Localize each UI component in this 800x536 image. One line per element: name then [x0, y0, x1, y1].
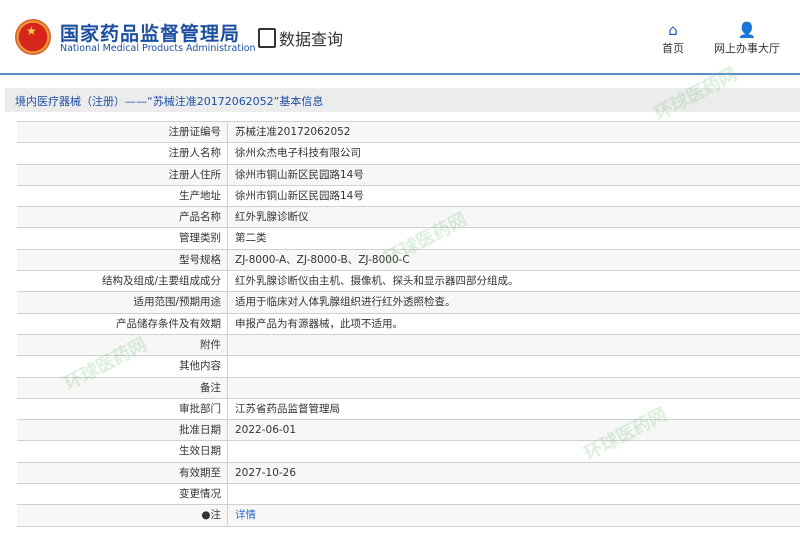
row-label: 注册证编号 [17, 122, 228, 143]
table-row: 适用范围/预期用途 适用于临床对人体乳腺组织进行红外透照检查。 [17, 292, 800, 314]
row-value: 红外乳腺诊断仪由主机、摄像机、探头和显示器四部分组成。 [235, 275, 519, 288]
table-row: 变更情况 [17, 484, 800, 506]
row-label: ●注 [17, 505, 228, 526]
table-row: 型号规格 ZJ-8000-A、ZJ-8000-B、ZJ-8000-C [17, 249, 800, 272]
row-label: 管理类别 [17, 228, 228, 249]
site-title[interactable]: 国家药品监督管理局 [60, 23, 241, 45]
table-row: 注册人住所 徐州市铜山新区民园路14号 [17, 164, 800, 186]
site-header: 国家药品监督管理局 National Medical Products Admi… [0, 0, 800, 75]
table-row: 产品储存条件及有效期 申报产品为有源器械，此项不适用。 [17, 313, 800, 335]
row-value [228, 484, 235, 504]
row-label: 结构及组成/主要组成成分 [17, 271, 228, 292]
row-label: 产品储存条件及有效期 [17, 313, 228, 334]
row-label: 变更情况 [17, 484, 228, 505]
row-value: 红外乳腺诊断仪 [235, 211, 309, 224]
table-row: 生效日期 [17, 441, 800, 463]
table-row: 产品名称 红外乳腺诊断仪 [17, 207, 800, 229]
breadcrumb-text: 境内医疗器械（注册）——“苏械注准20172062052”基本信息 [15, 95, 324, 108]
nav-home-label: 首页 [662, 42, 684, 55]
row-label: 产品名称 [17, 207, 228, 228]
nav-online-service-hall[interactable]: 👤 网上办事大厅 [714, 22, 780, 56]
document-search-icon [258, 28, 276, 48]
info-table: 注册证编号 苏械注准20172062052 注册人名称 徐州众杰电子科技有限公司 注册人… [17, 121, 800, 527]
national-emblem-logo [15, 19, 51, 55]
row-value: 第二类 [235, 232, 267, 245]
row-value: 适用于临床对人体乳腺组织进行红外透照检查。 [235, 296, 456, 309]
row-value [228, 356, 235, 376]
row-value: 江苏省药品监督管理局 [235, 402, 340, 415]
row-label: 批准日期 [17, 420, 228, 441]
breadcrumb: 境内医疗器械（注册）——“苏械注准20172062052”基本信息 [5, 88, 800, 112]
nav-service-label: 网上办事大厅 [714, 42, 780, 55]
site-subtitle: National Medical Products Administration [60, 43, 256, 54]
table-row: 注册人名称 徐州众杰电子科技有限公司 [17, 143, 800, 165]
table-row: 其他内容 [17, 356, 800, 378]
table-row: ●注 详情 [17, 505, 800, 527]
row-label: 型号规格 [17, 249, 228, 271]
table-row: 注册证编号 苏械注准20172062052 [17, 122, 800, 144]
data-query-label: 数据查询 [279, 30, 344, 49]
row-value: 申报产品为有源器械，此项不适用。 [235, 317, 403, 330]
row-label: 适用范围/预期用途 [17, 292, 228, 313]
table-row: 管理类别 第二类 [17, 228, 800, 250]
row-value: 徐州众杰电子科技有限公司 [235, 147, 361, 160]
row-label: 其他内容 [17, 356, 228, 377]
row-value: ZJ-8000-A、ZJ-8000-B、ZJ-8000-C [235, 253, 410, 266]
row-value: 徐州市铜山新区民园路14号 [235, 168, 364, 181]
row-label: 附件 [17, 334, 228, 356]
row-label: 生产地址 [17, 185, 228, 207]
user-icon: 👤 [737, 21, 757, 39]
row-label: 注册人住所 [17, 164, 228, 185]
table-row: 生产地址 徐州市铜山新区民园路14号 [17, 185, 800, 208]
row-value: 2027-10-26 [235, 466, 297, 479]
table-row: 附件 [17, 334, 800, 357]
row-value [228, 378, 235, 398]
row-label: 有效期至 [17, 462, 228, 484]
row-value [228, 441, 235, 461]
row-label: 生效日期 [17, 441, 228, 462]
table-row: 结构及组成/主要组成成分 红外乳腺诊断仪由主机、摄像机、探头和显示器四部分组成。 [17, 271, 800, 293]
row-label: 备注 [17, 377, 228, 398]
home-icon: ⌂ [668, 21, 678, 39]
data-query-heading: 数据查询 [258, 26, 343, 50]
row-value: 2022-06-01 [235, 424, 297, 437]
nav-home[interactable]: ⌂ 首页 [662, 22, 684, 56]
table-row: 有效期至 2027-10-26 [17, 462, 800, 485]
row-value [228, 335, 235, 355]
row-label: 审批部门 [17, 398, 228, 420]
table-row: 审批部门 江苏省药品监督管理局 [17, 398, 800, 421]
table-row: 备注 [17, 377, 800, 399]
table-row: 批准日期 2022-06-01 [17, 420, 800, 442]
details-link[interactable]: 详情 [235, 509, 256, 522]
row-value: 徐州市铜山新区民园路14号 [235, 189, 364, 202]
row-label: 注册人名称 [17, 143, 228, 164]
row-value: 苏械注准20172062052 [235, 126, 351, 138]
